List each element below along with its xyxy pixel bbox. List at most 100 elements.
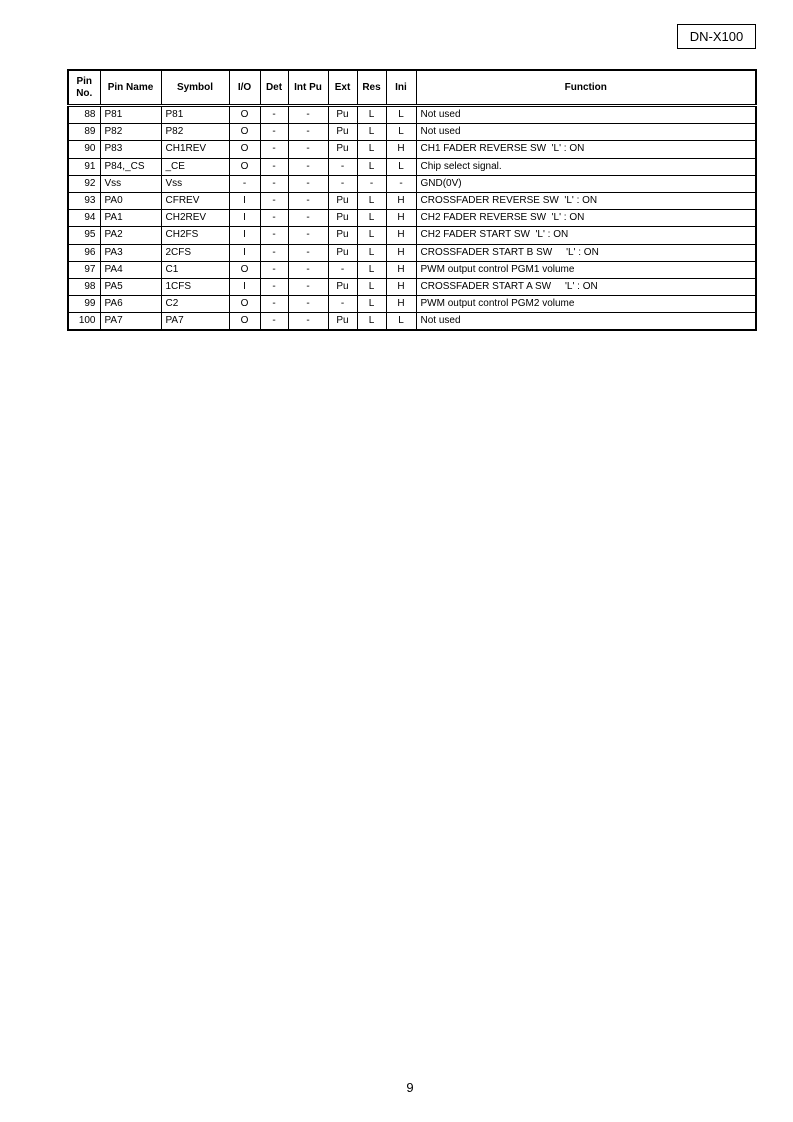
table-row: 99 PA6 C2 O - - - L H PWM output control PGM2 vol… [67, 295, 757, 314]
cell-det: - [259, 174, 289, 193]
cell-function: CROSSFADER START A SW 'L' : ON [415, 277, 757, 297]
cell-det: - [259, 191, 289, 211]
cell-res: L [356, 277, 387, 297]
cell-ext: Pu [327, 277, 358, 297]
table-row: 89 P82 P82 O - - Pu L L Not used [67, 123, 757, 142]
cell-det: - [259, 277, 289, 297]
table-row: 94 PA1 CH2REV I - - Pu L H CH2 FADER REVERSE SW '… [67, 209, 757, 228]
cell-det: - [259, 123, 289, 142]
cell-ini: H [385, 209, 417, 228]
cell-pin-no: 93 [67, 191, 101, 211]
column-header-ini: Ini [385, 69, 417, 107]
cell-ext: Pu [327, 191, 358, 211]
cell-function: PWM output control PGM2 volume [415, 295, 757, 314]
cell-io: O [228, 123, 261, 142]
cell-pin-no: 95 [67, 226, 101, 245]
cell-res: L [356, 191, 387, 211]
cell-int-pu: - [287, 209, 329, 228]
cell-ini: L [385, 157, 417, 176]
cell-det: - [259, 226, 289, 245]
cell-det: - [259, 140, 289, 159]
cell-symbol: C2 [160, 295, 230, 314]
cell-pin-name: PA1 [99, 209, 162, 228]
cell-function: CROSSFADER START B SW 'L' : ON [415, 243, 757, 262]
cell-ini: H [385, 191, 417, 211]
cell-ext: - [327, 295, 358, 314]
cell-ext: Pu [327, 209, 358, 228]
cell-ini: H [385, 277, 417, 297]
cell-symbol: P82 [160, 123, 230, 142]
cell-pin-name: PA3 [99, 243, 162, 262]
cell-pin-name: PA0 [99, 191, 162, 211]
cell-det: - [259, 243, 289, 262]
cell-pin-no: 91 [67, 157, 101, 176]
table-row: 98 PA5 1CFS I - - Pu L H CROSSFADER START A SW 'L… [67, 277, 757, 297]
cell-symbol: Vss [160, 174, 230, 193]
cell-io: O [228, 157, 261, 176]
table-row: 95 PA2 CH2FS I - - Pu L H CH2 FADER START SW 'L' … [67, 226, 757, 245]
cell-pin-name: P84,_CS [99, 157, 162, 176]
cell-det: - [259, 312, 289, 331]
cell-pin-no: 89 [67, 123, 101, 142]
table-row: 100 PA7 PA7 O - - Pu L L Not used [67, 312, 757, 331]
cell-function: Not used [415, 104, 757, 125]
cell-function: PWM output control PGM1 volume [415, 260, 757, 279]
cell-function: Not used [415, 123, 757, 142]
table-row: 91 P84,_CS _CE O - - - L L Chip select signal. [67, 157, 757, 176]
cell-io: I [228, 191, 261, 211]
cell-symbol: CFREV [160, 191, 230, 211]
table-row: 90 P83 CH1REV O - - Pu L H CH1 FADER REVERSE SW '… [67, 140, 757, 159]
cell-io: O [228, 295, 261, 314]
cell-pin-no: 90 [67, 140, 101, 159]
table-row: 88 P81 P81 O - - Pu L L Not used [67, 104, 757, 125]
column-header-res: Res [356, 69, 387, 107]
cell-int-pu: - [287, 312, 329, 331]
cell-int-pu: - [287, 123, 329, 142]
cell-pin-name: P82 [99, 123, 162, 142]
cell-pin-no: 100 [67, 312, 101, 331]
cell-io: - [228, 174, 261, 193]
model-label: DN-X100 [677, 24, 756, 49]
cell-pin-no: 96 [67, 243, 101, 262]
column-header-int-pu: Int Pu [287, 69, 329, 107]
cell-int-pu: - [287, 226, 329, 245]
cell-pin-name: PA5 [99, 277, 162, 297]
column-header-ext: Ext [327, 69, 358, 107]
cell-symbol: _CE [160, 157, 230, 176]
cell-ini: L [385, 104, 417, 125]
cell-ext: Pu [327, 226, 358, 245]
cell-int-pu: - [287, 174, 329, 193]
cell-int-pu: - [287, 243, 329, 262]
column-header-pin-name: Pin Name [99, 69, 162, 107]
cell-ext: - [327, 157, 358, 176]
cell-int-pu: - [287, 277, 329, 297]
cell-res: L [356, 104, 387, 125]
cell-io: O [228, 140, 261, 159]
cell-int-pu: - [287, 140, 329, 159]
cell-ini: H [385, 243, 417, 262]
cell-symbol: C1 [160, 260, 230, 279]
cell-io: I [228, 209, 261, 228]
cell-io: O [228, 104, 261, 125]
cell-symbol: CH2REV [160, 209, 230, 228]
cell-pin-name: P83 [99, 140, 162, 159]
cell-io: O [228, 312, 261, 331]
cell-int-pu: - [287, 104, 329, 125]
cell-io: O [228, 260, 261, 279]
cell-function: Not used [415, 312, 757, 331]
table-row: 97 PA4 C1 O - - - L H PWM output control PGM1 vol… [67, 260, 757, 279]
cell-ext: Pu [327, 312, 358, 331]
cell-pin-name: PA6 [99, 295, 162, 314]
cell-function: Chip select signal. [415, 157, 757, 176]
cell-det: - [259, 157, 289, 176]
cell-pin-no: 88 [67, 104, 101, 125]
column-header-det: Det [259, 69, 289, 107]
cell-symbol: 2CFS [160, 243, 230, 262]
cell-symbol: CH2FS [160, 226, 230, 245]
cell-io: I [228, 243, 261, 262]
cell-res: L [356, 157, 387, 176]
cell-int-pu: - [287, 295, 329, 314]
cell-res: L [356, 226, 387, 245]
cell-io: I [228, 277, 261, 297]
cell-res: L [356, 260, 387, 279]
